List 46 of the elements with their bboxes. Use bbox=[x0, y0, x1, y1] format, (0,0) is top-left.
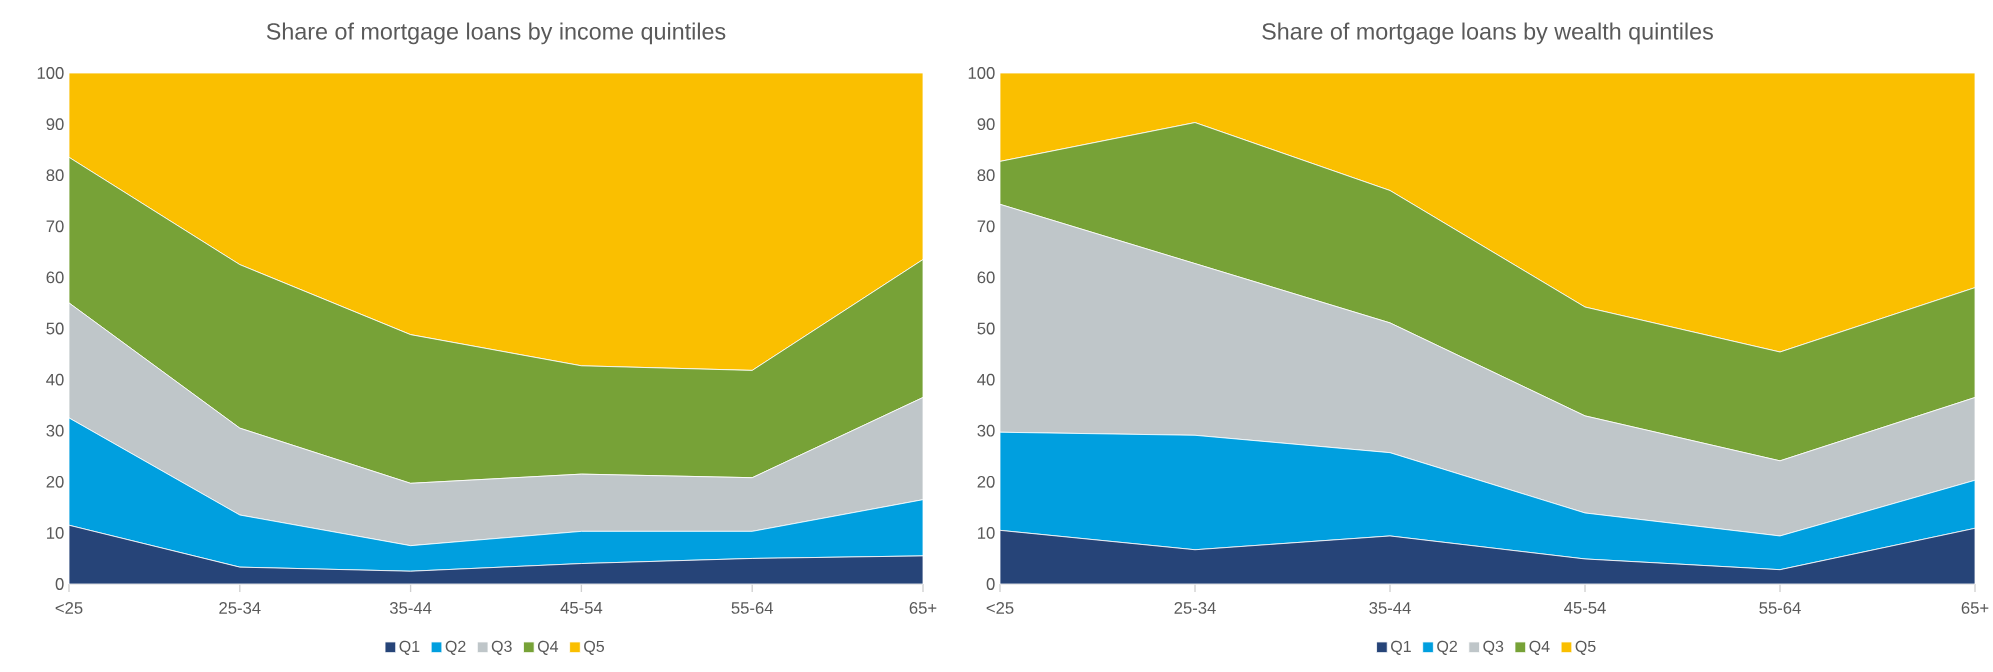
y-tick-label: 90 bbox=[46, 118, 64, 130]
x-tick-label: 45-54 bbox=[560, 602, 603, 614]
legend-label: Q2 bbox=[445, 640, 466, 655]
legend-label: Q3 bbox=[491, 640, 512, 655]
x-tick-label: <25 bbox=[986, 602, 1014, 614]
legend-label: Q4 bbox=[1529, 640, 1550, 655]
legend-label: Q2 bbox=[1437, 640, 1457, 655]
legend-label: Q5 bbox=[584, 640, 605, 655]
x-tick-label: 25-34 bbox=[219, 602, 261, 614]
y-tick-label: 10 bbox=[47, 527, 64, 539]
y-tick-label: 80 bbox=[46, 169, 64, 182]
y-tick-label: 0 bbox=[55, 578, 64, 590]
legend-label: Q5 bbox=[1575, 640, 1596, 655]
chart-title: Share of mortgage loans by income quintiles bbox=[266, 22, 726, 45]
y-tick-label: 80 bbox=[977, 169, 995, 182]
y-tick-label: 100 bbox=[37, 67, 64, 79]
x-tick-label: 45-54 bbox=[1564, 602, 1606, 614]
legend-label: Q4 bbox=[537, 640, 559, 655]
legend-label: Q1 bbox=[399, 640, 420, 655]
y-tick-label: 20 bbox=[46, 475, 64, 488]
y-tick-label: 0 bbox=[986, 578, 995, 590]
y-tick-label: 30 bbox=[977, 424, 995, 437]
x-tick-label: 35-44 bbox=[389, 602, 432, 614]
y-tick-label: 70 bbox=[46, 220, 64, 233]
y-tick-label: 40 bbox=[977, 373, 995, 386]
chart-title: Share of mortgage loans by wealth quintiles bbox=[1262, 22, 1713, 45]
x-tick-label: 35-44 bbox=[1369, 602, 1411, 614]
y-tick-label: 60 bbox=[977, 271, 995, 284]
x-tick-label: 65+ bbox=[1961, 602, 1989, 614]
x-tick-label: <25 bbox=[55, 602, 83, 614]
y-tick-label: 20 bbox=[977, 475, 995, 488]
x-tick-label: 55-64 bbox=[731, 602, 774, 614]
y-tick-label: 70 bbox=[977, 220, 995, 233]
legend-label: Q1 bbox=[1391, 640, 1411, 655]
y-tick-label: 30 bbox=[46, 424, 64, 437]
y-tick-label: 50 bbox=[46, 322, 64, 335]
x-tick-label: 55-64 bbox=[1759, 602, 1801, 614]
y-tick-label: 100 bbox=[968, 67, 995, 79]
legend-label: Q3 bbox=[1483, 640, 1504, 655]
x-tick-label: 25-34 bbox=[1174, 602, 1216, 614]
y-tick-label: 10 bbox=[978, 527, 995, 539]
y-tick-label: 40 bbox=[46, 373, 64, 386]
y-tick-label: 90 bbox=[977, 118, 995, 130]
y-tick-label: 50 bbox=[977, 322, 995, 335]
y-tick-label: 60 bbox=[46, 271, 64, 284]
x-tick-label: 65+ bbox=[909, 602, 937, 614]
